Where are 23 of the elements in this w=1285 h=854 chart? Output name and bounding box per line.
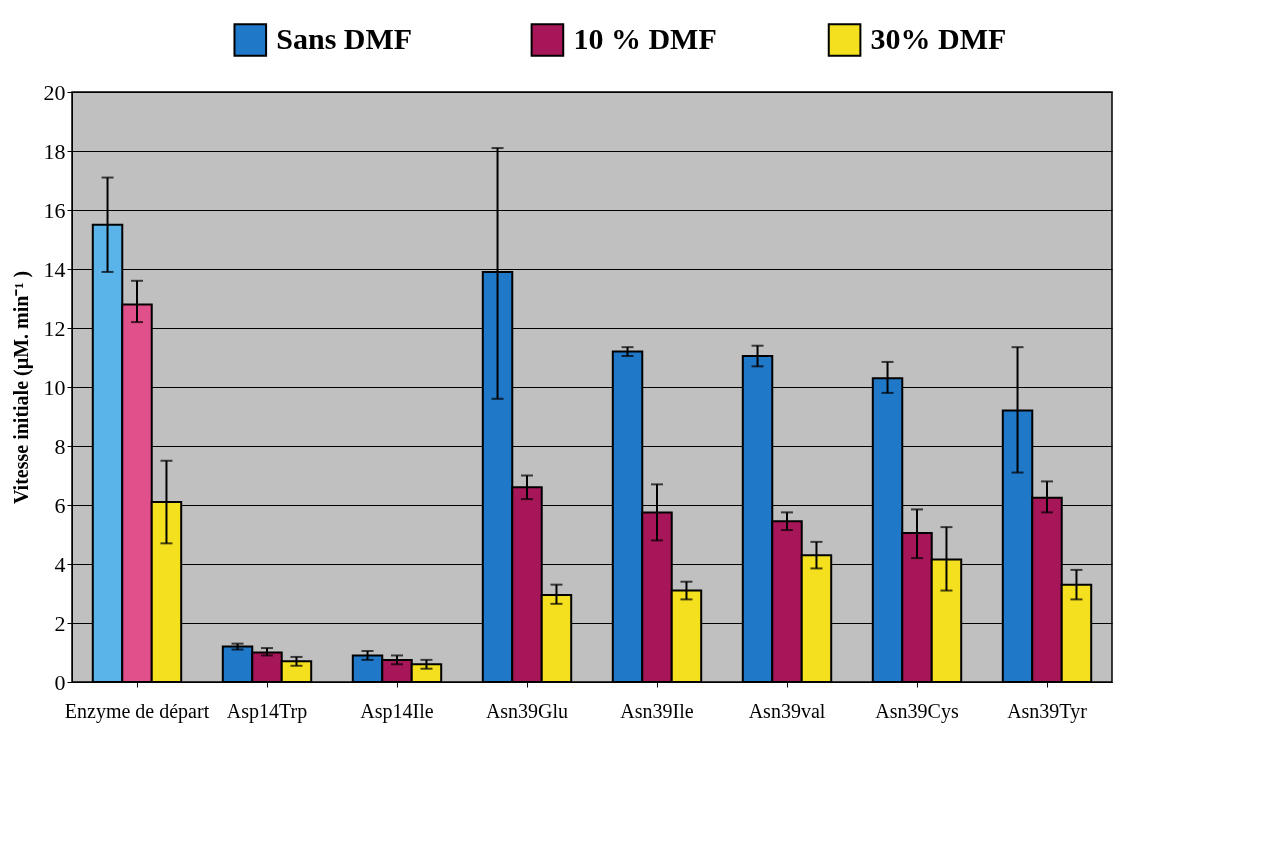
x-tick-label: Asp14Ile <box>360 699 434 723</box>
x-tick-label: Asn39Glu <box>485 699 569 722</box>
y-tick-label: 2 <box>54 610 66 636</box>
y-tick-label: 6 <box>54 492 66 518</box>
y-tick-label: 4 <box>54 551 66 577</box>
y-tick-label: 8 <box>54 433 66 459</box>
legend-label: Sans DMF <box>276 22 413 55</box>
x-tick-label: Asp14Trp <box>226 699 308 723</box>
y-tick-label: 0 <box>54 669 66 695</box>
x-tick-label: Enzyme de départ <box>64 699 210 723</box>
x-tick-label: Asn39val <box>748 699 826 722</box>
x-tick-label: Asn39Cys <box>875 699 959 723</box>
y-axis-title: Vitesse initiale (µM. min⁻¹ ) <box>9 270 33 505</box>
y-tick-label: 20 <box>43 79 66 105</box>
y-tick-label: 16 <box>43 197 66 223</box>
legend-label: 30% DMF <box>870 22 1007 55</box>
x-tick-label: Asn39Ile <box>620 699 694 722</box>
legend-label: 10 % DMF <box>573 22 717 55</box>
y-tick-label: 18 <box>43 138 66 164</box>
y-tick-label: 12 <box>43 315 66 341</box>
y-tick-label: 14 <box>43 256 66 282</box>
x-tick-label: Asn39Tyr <box>1007 699 1088 723</box>
y-tick-label: 10 <box>43 374 66 400</box>
